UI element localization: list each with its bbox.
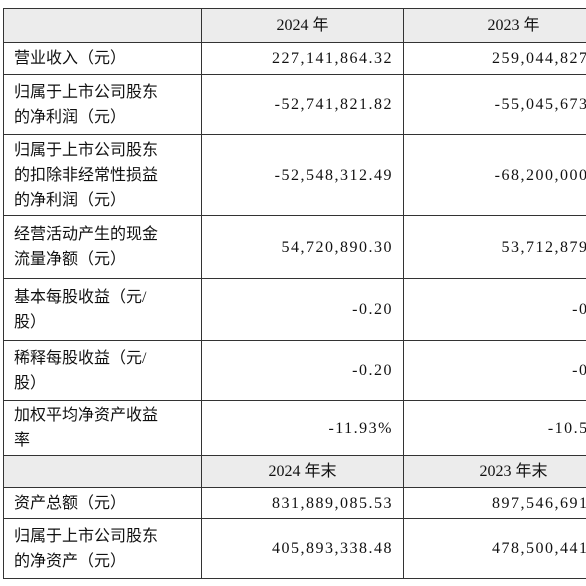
header-row: 2024 年末 2023 年末 <box>3 455 586 488</box>
label-cell: 营业收入（元） <box>3 42 202 75</box>
header-cell: 2024 年末 <box>201 455 404 488</box>
value-cell: 478,500,441.56 <box>403 518 586 579</box>
value-cell: -52,548,312.49 <box>201 134 404 216</box>
value-cell: -10.51% <box>403 400 586 456</box>
label-cell: 资产总额（元） <box>3 487 202 519</box>
value-cell: -0.20 <box>201 340 404 401</box>
header-row: 2024 年 2023 年 <box>3 8 586 43</box>
label-cell: 归属于上市公司股东 的净资产（元） <box>3 518 202 579</box>
data-row: 归属于上市公司股东 的扣除非经常性损益 的净利润（元） -52,548,312.4… <box>3 134 586 216</box>
label-cell: 加权平均净资产收益 率 <box>3 400 202 456</box>
header-cell: 2023 年 <box>403 8 586 43</box>
data-row: 经营活动产生的现金 流量净额（元）54,720,890.3053,712,879… <box>3 215 586 279</box>
header-cell: 2023 年末 <box>403 455 586 488</box>
label-cell: 归属于上市公司股东 的扣除非经常性损益 的净利润（元） <box>3 134 202 216</box>
value-cell: 227,141,864.32 <box>201 42 404 75</box>
value-cell: -55,045,673.34 <box>403 74 586 135</box>
value-cell: -11.93% <box>201 400 404 456</box>
header-cell <box>3 455 202 488</box>
header-cell <box>3 8 202 43</box>
value-cell: 897,546,691.50 <box>403 487 586 519</box>
value-cell: -0.21 <box>403 278 586 341</box>
label-cell: 稀释每股收益（元/ 股） <box>3 340 202 401</box>
data-row: 稀释每股收益（元/ 股）-0.20-0.21 <box>3 340 586 401</box>
value-cell: -68,200,000.34 <box>403 134 586 216</box>
label-cell: 归属于上市公司股东 的净利润（元） <box>3 74 202 135</box>
label-cell: 基本每股收益（元/ 股） <box>3 278 202 341</box>
data-row: 归属于上市公司股东 的净利润（元） -52,741,821.82 -55,045,6… <box>3 74 586 135</box>
header-cell: 2024 年 <box>201 8 404 43</box>
value-cell: 259,044,827.65 <box>403 42 586 75</box>
value-cell: -52,741,821.82 <box>201 74 404 135</box>
value-cell: 405,893,338.48 <box>201 518 404 579</box>
data-row: 归属于上市公司股东 的净资产（元） 405,893,338.48 478,500,4… <box>3 518 586 579</box>
financial-table: 2024 年 2023 年营业收入（元） 227,141,864.32 259,044… <box>3 8 586 579</box>
value-cell: -0.21 <box>403 340 586 401</box>
value-cell: 831,889,085.53 <box>201 487 404 519</box>
data-row: 加权平均净资产收益 率-11.93%-10.51% <box>3 400 586 456</box>
label-cell: 经营活动产生的现金 流量净额（元） <box>3 215 202 279</box>
data-row: 基本每股收益（元/ 股）-0.20-0.21 <box>3 278 586 341</box>
value-cell: 53,712,879.91 <box>403 215 586 279</box>
value-cell: 54,720,890.30 <box>201 215 404 279</box>
value-cell: -0.20 <box>201 278 404 341</box>
